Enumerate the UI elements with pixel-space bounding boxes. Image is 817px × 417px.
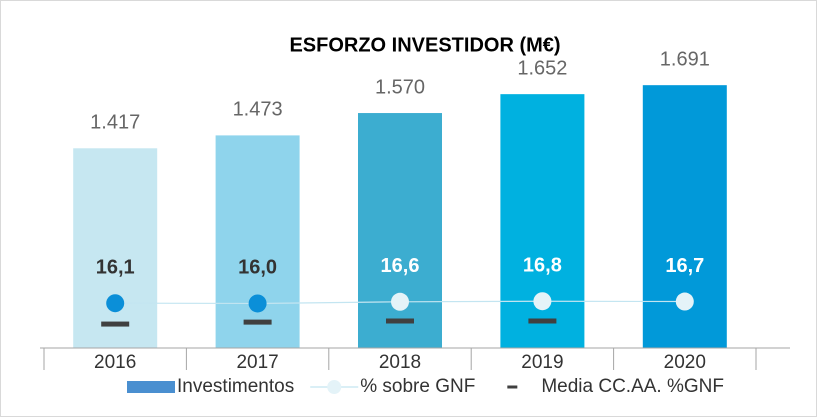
legend-label: Investimentos [177, 376, 294, 397]
line-marker [248, 294, 267, 313]
line-value-label: 16,8 [523, 255, 562, 277]
bar-value-label: 1.652 [517, 57, 567, 79]
bar-value-label: 1.570 [375, 76, 425, 98]
line-value-label: 16,1 [96, 256, 135, 278]
bar-value-label: 1.691 [660, 48, 710, 70]
line-marker [391, 292, 409, 311]
legend-swatch [507, 385, 518, 389]
legend-label: % sobre GNF [360, 376, 475, 397]
legend-swatch [327, 380, 342, 394]
line-value-label: 16,7 [665, 255, 704, 277]
chart-title: ESFORZO INVESTIDOR (M€) [289, 34, 560, 56]
x-tick-label: 2019 [521, 352, 563, 373]
bar-value-label: 1.417 [90, 112, 140, 134]
bar-value-label: 1.473 [233, 99, 283, 121]
line-marker [533, 292, 552, 311]
x-tick-label: 2020 [664, 352, 706, 373]
line-value-label: 16,6 [381, 255, 420, 277]
x-tick-label: 2017 [236, 352, 278, 373]
x-tick-label: 2018 [379, 352, 421, 373]
line-value-label: 16,0 [238, 257, 277, 279]
dash-marker [101, 321, 130, 327]
dash-marker [386, 318, 414, 324]
line-marker [106, 294, 125, 313]
bar [358, 113, 442, 348]
x-tick-label: 2016 [94, 352, 136, 373]
bar [73, 148, 158, 348]
dash-marker [243, 319, 272, 325]
legend-swatch [127, 381, 175, 393]
dash-marker [528, 318, 557, 324]
line-marker [675, 292, 694, 311]
legend-label: Media CC.AA. %GNF [541, 376, 724, 397]
bar [215, 135, 300, 348]
